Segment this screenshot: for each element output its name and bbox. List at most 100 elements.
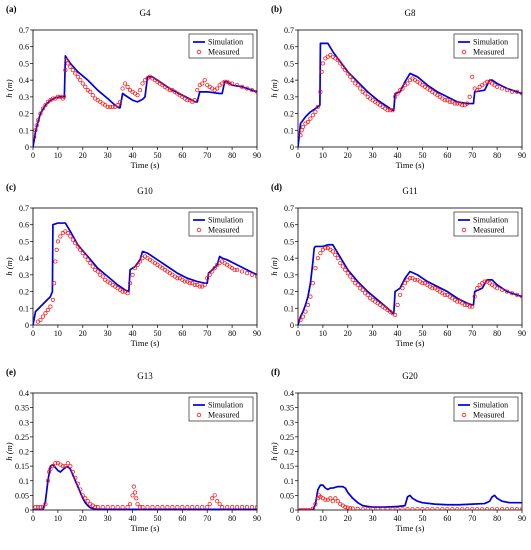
measured-point bbox=[447, 99, 452, 104]
measured-point bbox=[135, 502, 140, 507]
x-tick-label: 90 bbox=[253, 151, 261, 160]
y-tick-label: 0.6 bbox=[19, 43, 29, 52]
measured-point bbox=[90, 93, 95, 98]
measured-point bbox=[330, 249, 335, 254]
measured-point bbox=[305, 119, 311, 124]
measured-point bbox=[167, 88, 172, 93]
measured-point bbox=[397, 292, 403, 297]
measured-point bbox=[80, 251, 85, 256]
legend-measured-swatch bbox=[196, 49, 202, 55]
measured-point bbox=[68, 234, 73, 239]
measured-point bbox=[185, 505, 190, 510]
measured-point bbox=[472, 294, 477, 299]
measured-point bbox=[310, 113, 315, 118]
measured-point bbox=[63, 68, 68, 73]
x-tick-label: 90 bbox=[518, 151, 526, 160]
y-axis-label: h (m) bbox=[4, 257, 14, 275]
measured-point bbox=[400, 86, 405, 91]
measured-point bbox=[318, 89, 323, 94]
measured-point bbox=[470, 304, 475, 309]
measured-point bbox=[80, 81, 85, 86]
measured-point bbox=[125, 291, 130, 296]
measured-point bbox=[40, 505, 46, 510]
measured-point bbox=[33, 505, 38, 510]
panel-3: (c) G10 0 10 20 30 40 50 60 70 80 90 0 0.1 0.2 0.3 0.4 0.… bbox=[4, 182, 261, 348]
y-tick-label: 0 bbox=[25, 321, 29, 330]
measured-point bbox=[313, 502, 318, 507]
measured-point bbox=[305, 507, 311, 510]
measured-point bbox=[519, 294, 522, 299]
measured-point bbox=[490, 507, 495, 510]
x-tick-label: 10 bbox=[54, 151, 62, 160]
measured-point bbox=[509, 507, 515, 510]
measured-point bbox=[54, 247, 59, 252]
measured-point bbox=[350, 78, 355, 83]
measured-point bbox=[340, 264, 345, 269]
y-tick-label: 0 bbox=[25, 506, 29, 515]
x-axis-label: Time (s) bbox=[396, 338, 425, 348]
measured-point bbox=[390, 507, 395, 510]
x-tick-label: 40 bbox=[394, 329, 402, 338]
measured-point bbox=[95, 505, 100, 510]
measured-point bbox=[500, 507, 505, 510]
measured-point bbox=[519, 507, 522, 510]
measured-point bbox=[75, 74, 80, 79]
y-tick-label: 0.3 bbox=[284, 418, 294, 427]
measured-point bbox=[514, 292, 520, 297]
measured-point bbox=[299, 128, 304, 133]
measured-point bbox=[33, 128, 38, 133]
measured-point bbox=[165, 505, 170, 510]
measured-point bbox=[465, 507, 470, 510]
measured-point bbox=[232, 267, 237, 272]
measured-point bbox=[192, 98, 197, 103]
measured-point bbox=[500, 86, 505, 91]
y-tick-label: 0.5 bbox=[19, 237, 29, 246]
measured-point bbox=[73, 71, 78, 76]
measured-point bbox=[420, 281, 425, 286]
measured-point bbox=[202, 78, 207, 83]
x-tick-label: 50 bbox=[153, 329, 161, 338]
measured-point bbox=[395, 91, 400, 96]
x-tick-label: 10 bbox=[54, 329, 62, 338]
y-axis-label: h (m) bbox=[269, 79, 279, 97]
y-tick-label: 0.6 bbox=[284, 221, 294, 230]
measured-point bbox=[240, 269, 245, 274]
y-tick-label: 0.35 bbox=[15, 404, 29, 413]
measured-point bbox=[358, 86, 363, 91]
measured-point bbox=[475, 507, 480, 510]
measured-point bbox=[313, 266, 318, 271]
measured-point bbox=[315, 256, 320, 261]
measured-point bbox=[131, 484, 136, 489]
measured-point bbox=[470, 507, 475, 510]
y-tick-label: 0.1 bbox=[19, 304, 29, 313]
measured-point bbox=[462, 302, 467, 307]
measured-point bbox=[485, 79, 490, 84]
measured-point bbox=[393, 312, 398, 318]
measured-point bbox=[333, 496, 338, 501]
measured-point bbox=[128, 281, 133, 286]
measured-point bbox=[348, 274, 353, 279]
panel-4: (d) G11 0 10 20 30 40 50 60 70 80 90 0 0.1 0.2 0.3 0.4 0.… bbox=[269, 182, 526, 348]
y-tick-label: 0.5 bbox=[284, 59, 294, 68]
measured-point bbox=[365, 507, 370, 510]
x-tick-label: 90 bbox=[518, 329, 526, 338]
series-simulation-line bbox=[33, 222, 257, 325]
measured-point bbox=[200, 81, 205, 86]
panel-label: (e) bbox=[6, 367, 16, 377]
y-tick-label: 0.7 bbox=[284, 204, 294, 213]
y-tick-label: 0.35 bbox=[280, 404, 294, 413]
measured-point bbox=[363, 91, 368, 96]
x-axis-label: Time (s) bbox=[396, 160, 425, 170]
measured-point bbox=[465, 101, 470, 106]
measured-point bbox=[460, 507, 465, 510]
legend-measured-swatch bbox=[461, 412, 467, 418]
measured-point bbox=[105, 104, 110, 109]
measured-point bbox=[43, 103, 48, 108]
measured-point bbox=[308, 294, 313, 299]
x-tick-label: 0 bbox=[296, 151, 300, 160]
measured-point bbox=[345, 271, 350, 276]
panel-5: (e) G13 0 10 20 30 40 50 60 70 80 90 0 0.05 0.1 0.15 0.2… bbox=[4, 367, 261, 533]
x-tick-label: 60 bbox=[178, 151, 186, 160]
measured-point bbox=[298, 133, 303, 138]
